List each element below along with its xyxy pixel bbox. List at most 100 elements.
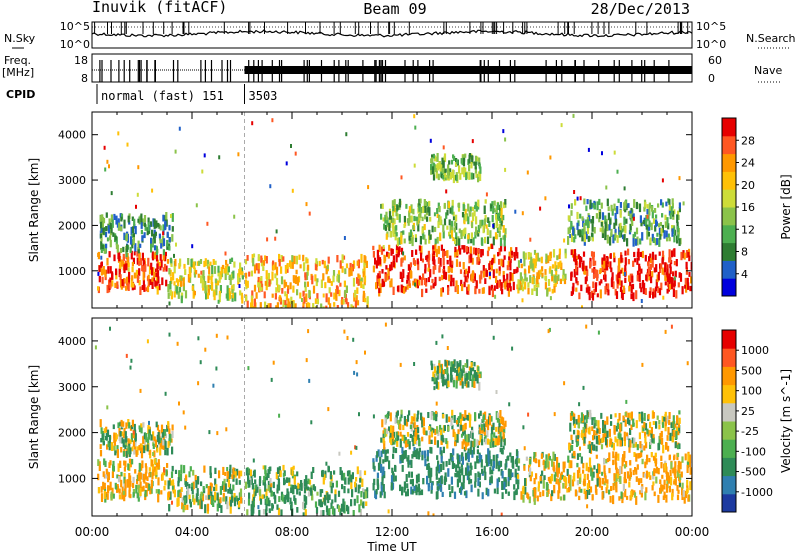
range-gate-cell: [468, 164, 471, 172]
range-gate-cell: [465, 246, 468, 252]
range-gate-cell: [580, 284, 583, 292]
range-gate-cell: [322, 510, 325, 516]
range-gate-cell: [533, 496, 536, 505]
range-gate-cell: [426, 475, 429, 485]
colorbar-frame: [721, 329, 737, 513]
range-gate-cell: [473, 161, 476, 166]
range-gate-cell: [676, 415, 679, 424]
range-gate-cell: [677, 282, 680, 288]
range-gate-cell: [611, 208, 614, 216]
range-gate-cell: [503, 477, 506, 483]
colorbar-title: Power [dB]: [779, 174, 793, 239]
range-gate-cell: [606, 265, 609, 271]
range-gate-cell: [458, 165, 461, 174]
range-gate-cell: [548, 327, 551, 332]
range-gate-cell: [209, 284, 212, 290]
range-gate-cell: [456, 285, 459, 294]
range-gate-cell: [642, 286, 645, 295]
range-gate-cell: [128, 473, 131, 481]
range-gate-cell: [604, 473, 607, 478]
range-gate-cell: [527, 282, 530, 288]
range-gate-cell: [442, 167, 445, 173]
range-gate-cell: [445, 360, 449, 368]
range-gate-cell: [520, 263, 523, 269]
range-gate-cell: [523, 258, 526, 267]
range-gate-cell: [582, 462, 585, 469]
range-gate-cell: [480, 249, 483, 258]
range-gate-cell: [503, 255, 506, 260]
range-gate-cell: [357, 259, 360, 269]
range-gate-cell: [581, 236, 584, 242]
range-gate-cell: [168, 301, 171, 306]
range-gate-cell: [599, 481, 602, 488]
range-gate-cell: [226, 335, 229, 340]
range-gate-cell: [125, 233, 128, 242]
range-gate-cell: [462, 157, 466, 167]
range-gate-cell: [484, 421, 487, 428]
range-gate-cell: [100, 255, 103, 260]
range-gate-cell: [262, 494, 265, 499]
range-gate-cell: [213, 266, 217, 274]
range-gate-cell: [117, 476, 121, 483]
range-gate-cell: [137, 473, 140, 481]
range-gate-cell: [482, 414, 485, 420]
range-gate-cell: [449, 234, 452, 239]
range-gate-cell: [144, 264, 147, 272]
range-gate-cell: [646, 230, 649, 240]
range-gate-cell: [591, 237, 594, 242]
nsky-strip-frame: [91, 21, 693, 49]
range-gate-cell: [328, 508, 331, 516]
range-gate-cell: [582, 218, 585, 228]
range-gate-cell: [393, 218, 396, 225]
range-gate-cell: [387, 509, 390, 514]
range-gate-cell: [305, 358, 308, 363]
range-gate-cell: [588, 292, 591, 301]
range-gate-cell: [664, 221, 667, 228]
range-gate-cell: [302, 512, 305, 516]
range-gate-cell: [434, 429, 437, 435]
range-gate-cell: [265, 488, 268, 498]
range-gate-cell: [298, 254, 301, 260]
range-gate-cell: [433, 386, 436, 391]
range-gate-cell: [636, 274, 639, 282]
range-gate-cell: [623, 476, 626, 484]
range-gate-cell: [125, 248, 128, 258]
range-gate-cell: [631, 218, 634, 226]
range-gate-cell: [492, 454, 495, 461]
range-gate-cell: [680, 251, 683, 261]
range-gate-cell: [451, 415, 454, 420]
range-gate-cell: [502, 417, 505, 426]
range-gate-cell: [148, 467, 151, 472]
range-gate-cell: [481, 238, 484, 246]
range-gate-cell: [265, 276, 269, 286]
range-gate-cell: [676, 235, 679, 244]
range-gate-cell: [610, 421, 613, 426]
range-gate-cell: [444, 175, 448, 181]
range-gate-cell: [124, 487, 127, 496]
range-gate-cell: [435, 401, 438, 406]
range-gate-cell: [284, 291, 287, 297]
range-gate-cell: [167, 441, 170, 448]
range-gate-cell: [428, 207, 431, 216]
range-gate-cell: [210, 483, 213, 488]
range-gate-cell: [340, 300, 343, 305]
range-gate-cell: [660, 199, 663, 206]
range-gate-cell: [358, 274, 361, 282]
range-gate-cell: [460, 424, 463, 431]
range-gate-cell: [492, 269, 495, 279]
range-gate-cell: [450, 476, 453, 485]
range-gate-cell: [517, 458, 521, 464]
range-gate-cell: [422, 232, 425, 240]
range-gate-cell: [176, 341, 179, 346]
range-gate-cell: [688, 454, 692, 464]
range-gate-cell: [223, 485, 226, 492]
range-gate-cell: [482, 416, 485, 423]
range-gate-cell: [232, 484, 235, 491]
range-gate-cell: [603, 465, 606, 474]
range-gate-cell: [606, 224, 609, 232]
range-gate-cell: [292, 285, 295, 293]
range-gate-cell: [576, 222, 579, 230]
range-gate-cell: [670, 250, 674, 258]
range-gate-cell: [162, 439, 165, 446]
range-gate-cell: [429, 474, 432, 483]
